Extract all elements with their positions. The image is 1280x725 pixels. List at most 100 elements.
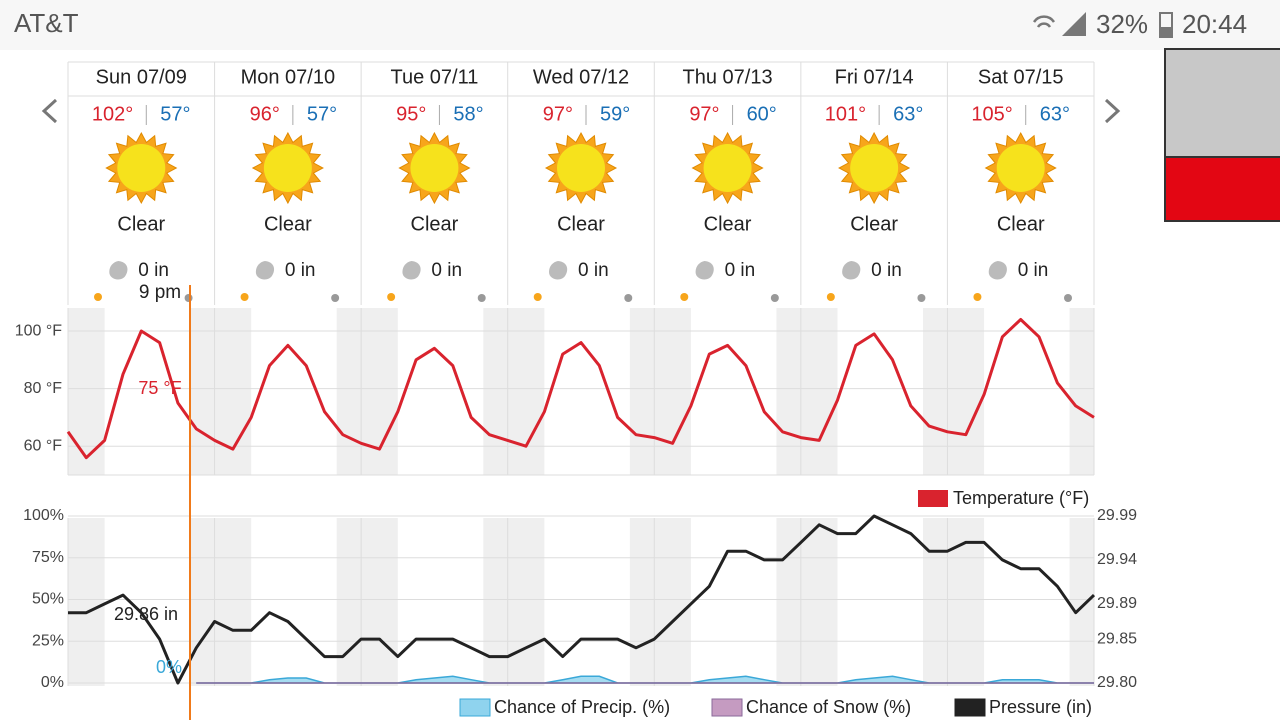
day-precip: 0 in <box>578 260 609 281</box>
day-precip: 0 in <box>725 260 756 281</box>
sun-core <box>703 144 752 192</box>
day-precip: 0 in <box>1018 260 1049 281</box>
sunrise-icon <box>240 293 249 301</box>
night-band <box>1069 518 1094 686</box>
battery-icon <box>1159 12 1173 38</box>
day-high: 95° <box>396 103 426 125</box>
sunset-icon <box>331 294 340 302</box>
y-tick-label: 80 °F <box>24 380 63 397</box>
cursor-pressure: 29.86 in <box>114 604 178 624</box>
day-precip: 0 in <box>431 260 462 281</box>
night-band <box>947 518 985 686</box>
night-band <box>336 518 362 686</box>
day-condition: Clear <box>850 213 898 235</box>
cursor-temperature: 75 °F <box>138 378 181 398</box>
carrier: AT&T <box>14 8 79 38</box>
legend-swatch <box>711 698 743 717</box>
ad-image <box>1166 50 1280 156</box>
prev-arrow[interactable] <box>41 98 58 124</box>
day-date: Wed 07/12 <box>533 66 629 88</box>
sunrise-icon <box>973 293 982 301</box>
battery-fill <box>1161 27 1171 36</box>
night-band <box>654 518 691 686</box>
day-low: 63° <box>1040 103 1070 125</box>
drop-icon <box>988 261 1007 280</box>
day-high: 97° <box>543 103 573 125</box>
sunset-icon <box>624 294 633 302</box>
y-tick-label: 75% <box>32 549 64 566</box>
legend-label: Pressure (in) <box>989 697 1092 717</box>
drop-icon <box>402 261 421 280</box>
drop-icon <box>109 261 128 280</box>
sunrise-icon <box>94 293 102 301</box>
sunrise-icon <box>387 293 396 301</box>
legend-swatch <box>459 698 491 717</box>
drop-icon <box>695 261 714 280</box>
night-band <box>800 308 838 475</box>
night-band <box>1069 308 1094 475</box>
drop-icon <box>549 261 568 280</box>
night-band <box>190 518 215 686</box>
y-tick-label: 25% <box>32 632 64 649</box>
ad-button[interactable] <box>1166 158 1280 220</box>
night-band <box>947 308 985 475</box>
sunset-icon <box>184 294 193 302</box>
day-low: 59° <box>600 103 630 125</box>
night-band <box>507 308 545 475</box>
next-arrow[interactable] <box>1104 98 1121 124</box>
sunrise-icon <box>680 293 689 301</box>
day-condition: Clear <box>557 213 605 235</box>
night-band <box>68 308 105 475</box>
signal-icon <box>1062 12 1086 36</box>
night-band <box>483 308 508 475</box>
night-band <box>800 518 838 686</box>
y-tick-label: 50% <box>32 591 64 608</box>
night-band <box>923 518 948 686</box>
y-tick-label: 60 °F <box>24 437 63 454</box>
day-condition: Clear <box>411 213 459 235</box>
wifi-icon <box>1032 15 1056 28</box>
sunset-icon <box>917 294 926 302</box>
y2-tick-label: 29.89 <box>1097 595 1137 612</box>
night-band <box>361 518 398 686</box>
drop-icon <box>255 261 275 280</box>
foreground: Sun 07/09 102° 57° Clear 0 in Mon 07/10 96° 57°… <box>15 66 1137 720</box>
sunset-icon <box>477 294 486 302</box>
sunset-icon <box>770 294 779 302</box>
day-date: Sat 07/15 <box>978 66 1064 88</box>
y2-tick-label: 29.94 <box>1097 551 1137 568</box>
night-band <box>776 518 801 686</box>
day-low: 63° <box>893 103 923 125</box>
clock: 20:44 <box>1182 9 1247 39</box>
y2-tick-label: 29.85 <box>1097 630 1137 647</box>
day-precip: 0 in <box>138 260 169 281</box>
line <box>68 514 1096 685</box>
backgrounds <box>67 61 1095 686</box>
status-bar <box>0 0 1280 50</box>
y2-tick-label: 29.99 <box>1097 507 1137 524</box>
day-condition: Clear <box>997 213 1045 235</box>
y-tick-label: 100 °F <box>15 322 63 339</box>
day-high: 105° <box>971 103 1012 125</box>
night-band <box>629 518 655 686</box>
night-band <box>190 308 215 475</box>
day-precip: 0 in <box>285 260 316 281</box>
y2-tick-label: 29.80 <box>1097 674 1137 691</box>
sun-core <box>410 144 459 192</box>
day-date: Mon 07/10 <box>241 66 336 88</box>
sunrise-icon <box>826 293 835 301</box>
day-high: 101° <box>825 103 866 125</box>
night-band <box>776 308 801 475</box>
day-precip: 0 in <box>871 260 902 281</box>
sunset-icon <box>1064 294 1072 302</box>
sunrise-icon <box>533 293 542 301</box>
legend-swatch <box>918 490 948 507</box>
legend-label: Chance of Precip. (%) <box>494 697 670 717</box>
night-band <box>629 308 655 475</box>
drop-icon <box>842 261 861 280</box>
day-high: 96° <box>250 103 280 125</box>
night-band <box>214 518 252 686</box>
night-band <box>68 518 105 686</box>
night-band <box>923 308 948 475</box>
